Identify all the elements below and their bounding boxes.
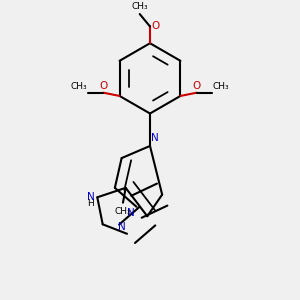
Text: CH₃: CH₃	[115, 207, 131, 216]
Text: H: H	[87, 200, 94, 208]
Text: O: O	[152, 22, 160, 32]
Text: CH₃: CH₃	[131, 2, 148, 11]
Text: CH₃: CH₃	[213, 82, 230, 91]
Text: O: O	[192, 81, 200, 91]
Text: N: N	[127, 208, 134, 218]
Text: CH₃: CH₃	[70, 82, 87, 91]
Text: O: O	[100, 81, 108, 91]
Text: N: N	[118, 222, 126, 233]
Text: N: N	[152, 133, 159, 143]
Text: N: N	[87, 192, 95, 202]
